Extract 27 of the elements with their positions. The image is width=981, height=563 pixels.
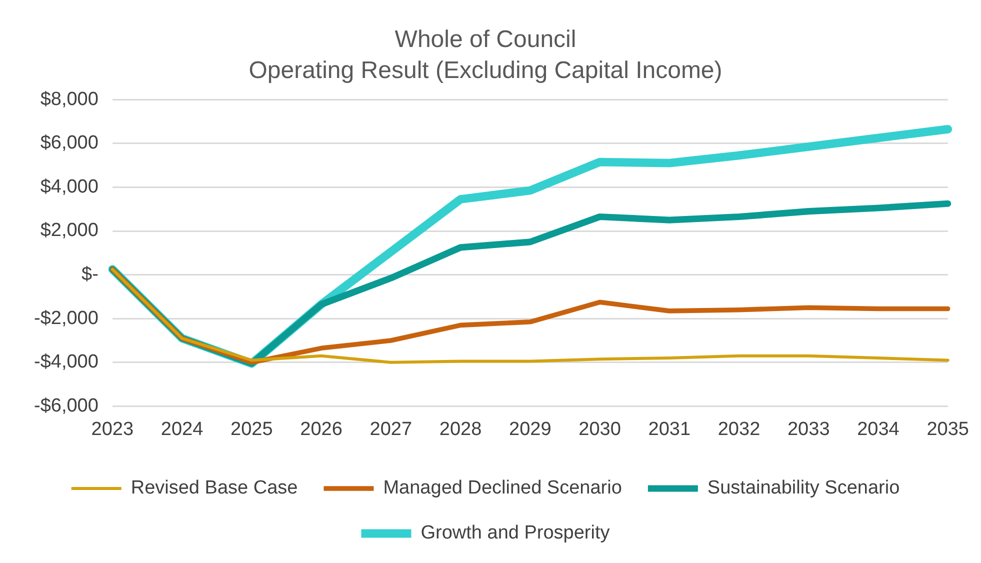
legend-label: Revised Base Case	[130, 478, 298, 499]
x-tick-label: 2025	[230, 418, 273, 440]
x-tick-label: 2033	[787, 418, 830, 440]
x-tick-label: 2034	[857, 418, 900, 440]
x-tick-label: 2027	[370, 418, 412, 440]
x-tick-label: 2030	[578, 418, 621, 440]
y-tick-label: -$2,000	[34, 308, 98, 329]
x-tick-label: 2023	[91, 418, 134, 440]
y-tick-label: $-	[82, 264, 98, 286]
x-tick-label: 2026	[300, 418, 342, 440]
legend-label: Sustainability Scenario	[707, 478, 900, 499]
x-tick-label: 2028	[439, 418, 482, 440]
chart-title: Whole of Council	[394, 26, 576, 54]
x-tick-label: 2024	[160, 418, 204, 440]
y-tick-label: $8,000	[40, 88, 98, 110]
chart-subtitle: Operating Result (Excluding Capital Income)	[248, 56, 722, 84]
y-tick-label: $4,000	[40, 176, 98, 198]
legend-label: Growth and Prosperity	[420, 522, 610, 544]
y-tick-label: $2,000	[40, 220, 98, 242]
x-tick-label: 2029	[509, 418, 552, 440]
y-tick-label: -$6,000	[34, 395, 98, 416]
y-tick-label: -$4,000	[34, 352, 98, 373]
y-tick-label: $6,000	[40, 132, 98, 154]
x-tick-label: 2035	[926, 418, 970, 440]
x-tick-label: 2031	[648, 418, 691, 440]
legend-label: Managed Declined Scenario	[383, 478, 622, 499]
x-tick-label: 2032	[718, 418, 760, 440]
